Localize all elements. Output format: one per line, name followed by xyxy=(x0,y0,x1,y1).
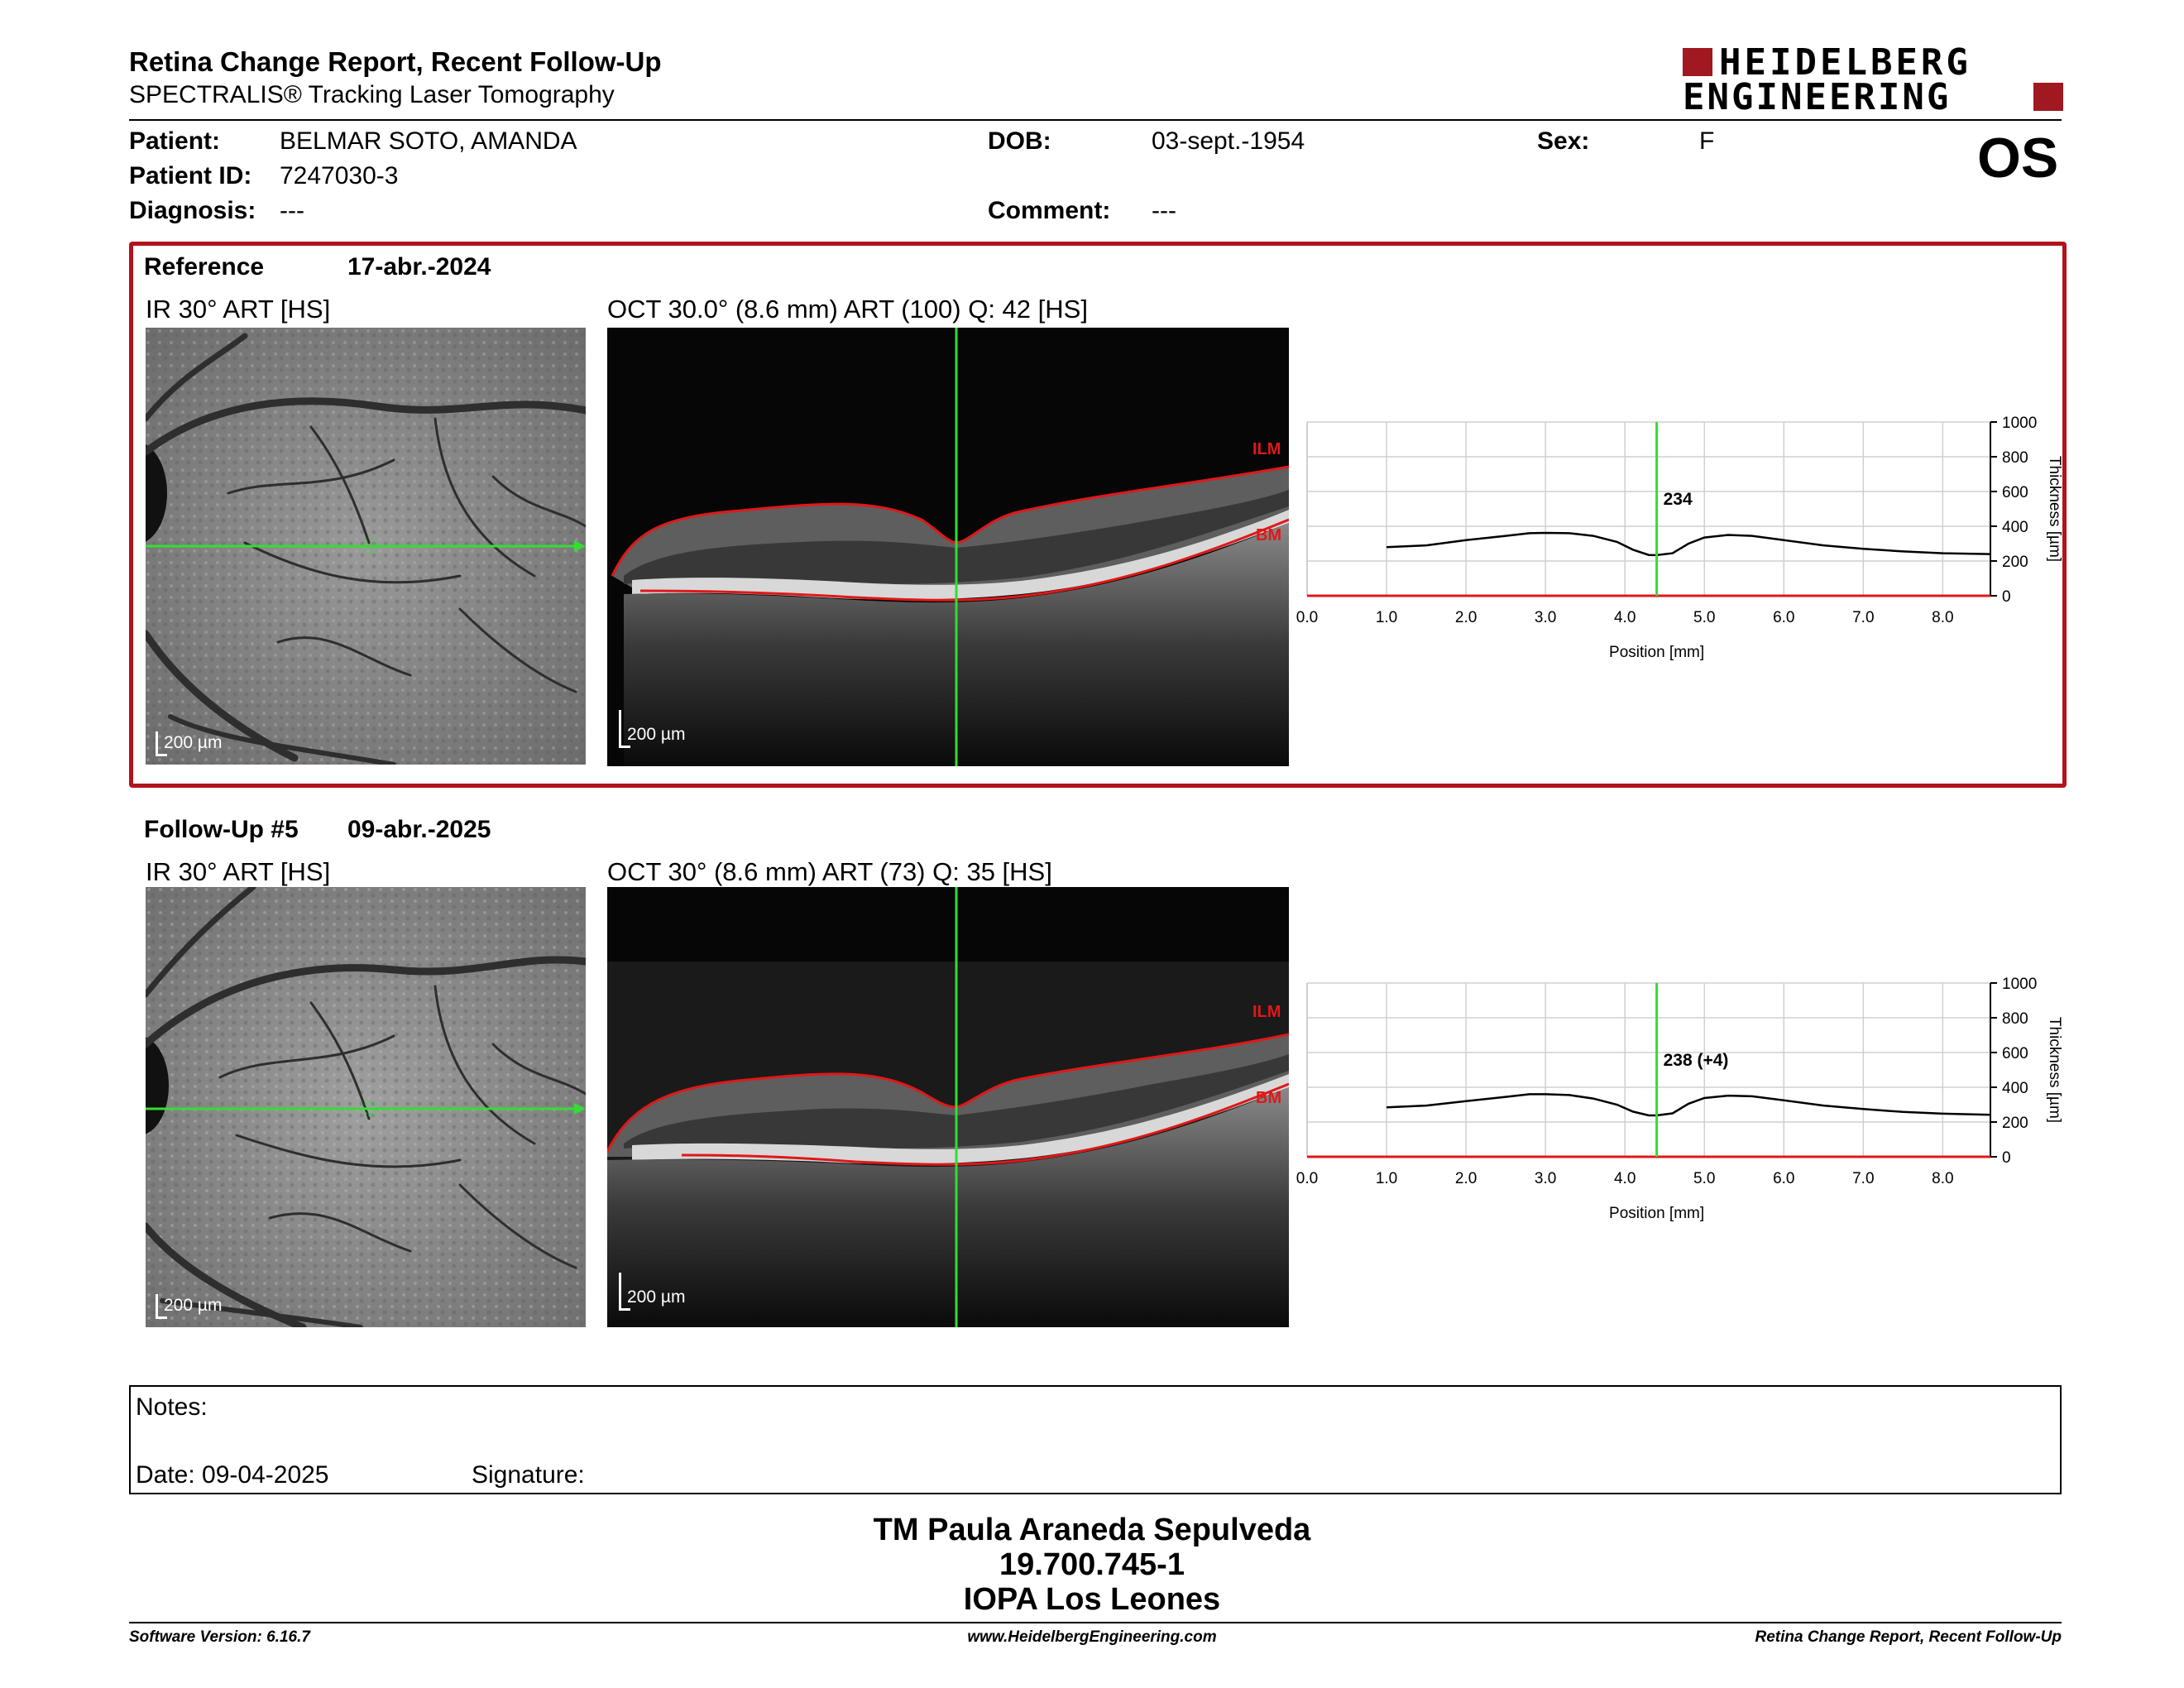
ref-ytick-label: 400 xyxy=(2002,519,2028,536)
ref-ytick-label: 200 xyxy=(2002,554,2028,571)
heidelberg-logo: HEIDELBERG ENGINEERING xyxy=(1683,41,2063,118)
signature-rut: 19.700.745-1 xyxy=(999,1547,1185,1582)
ref-xtick-label: 0.0 xyxy=(1296,609,1318,626)
fu-xtick-label: 2.0 xyxy=(1455,1170,1477,1187)
fu-ytick-label: 1000 xyxy=(2002,976,2037,993)
sex-label: Sex: xyxy=(1537,127,1590,155)
notes-box[interactable]: Notes: Date: 09-04-2025 Signature: xyxy=(129,1385,2062,1494)
fu-xtick-label: 0.0 xyxy=(1296,1170,1318,1187)
fu-ytick-label: 200 xyxy=(2002,1115,2028,1132)
logo-line1: HEIDELBERG xyxy=(1719,41,1971,84)
fu-ytick-label: 600 xyxy=(2002,1045,2028,1062)
ref-xtick-label: 1.0 xyxy=(1376,609,1397,626)
reference-bm-label: BM xyxy=(1256,526,1282,544)
ref-xtick-label: 6.0 xyxy=(1773,609,1794,626)
reference-oct-scalebar: 200 µm xyxy=(619,707,702,748)
followup-oct-image[interactable]: ILM BM 200 µm xyxy=(607,887,1289,1327)
patient-name: BELMAR SOTO, AMANDA xyxy=(280,127,577,155)
reference-thickness-chart: 0 200 400 600 800 1000 0.0 1.0 2.0 3.0 4.0 5.0 6.0 7.… xyxy=(1296,415,2063,661)
followup-bm-label: BM xyxy=(1256,1089,1282,1107)
comment-value: --- xyxy=(1152,197,1176,224)
signature-name: TM Paula Araneda Sepulveda xyxy=(873,1513,1311,1547)
ref-thickness-line xyxy=(1386,531,1991,557)
ref-marker-value: 234 xyxy=(1664,490,1693,509)
followup-oct-graphic xyxy=(607,887,1289,1327)
ref-ytick-label: 0 xyxy=(2002,588,2011,606)
followup-ir-image[interactable]: 200 µm xyxy=(146,887,586,1327)
footer-report-name: Retina Change Report, Recent Follow-Up xyxy=(1755,1628,2062,1646)
fu-xlabel: Position [mm] xyxy=(1609,1205,1704,1222)
ref-xtick-label: 5.0 xyxy=(1693,609,1715,626)
ref-xtick-label: 7.0 xyxy=(1852,609,1874,626)
logo-square-top xyxy=(1683,48,1712,76)
reference-fundus-graphic xyxy=(146,328,586,765)
ref-xlabel: Position [mm] xyxy=(1609,644,1704,661)
notes-date: Date: 09-04-2025 xyxy=(136,1461,329,1489)
followup-oct-title: OCT 30° (8.6 mm) ART (73) Q: 35 [HS] xyxy=(607,857,1052,886)
signature-institution: IOPA Los Leones xyxy=(963,1582,1221,1617)
ref-ytick-label: 600 xyxy=(2002,484,2028,501)
ref-ylabel: Thickness [µm] xyxy=(2046,456,2063,562)
followup-oct-scalebar: 200 µm xyxy=(619,1269,702,1311)
followup-fundus-graphic xyxy=(146,887,586,1327)
fu-thickness-line xyxy=(1386,1093,1991,1117)
reference-oct-graphic xyxy=(611,328,1289,766)
eye-label: OS xyxy=(1977,127,2059,189)
ref-xtick-label: 8.0 xyxy=(1932,609,1953,626)
fu-ylabel: Thickness [µm] xyxy=(2046,1017,2063,1123)
fu-xtick-label: 7.0 xyxy=(1852,1170,1874,1187)
fu-xtick-label: 8.0 xyxy=(1932,1170,1953,1187)
ref-xtick-label: 4.0 xyxy=(1614,609,1636,626)
reference-ir-scalebar: 200 µm xyxy=(156,728,238,756)
fu-ytick-label: 400 xyxy=(2002,1080,2028,1097)
signature-label: Signature: xyxy=(472,1461,585,1489)
diagnosis-value: --- xyxy=(280,197,304,224)
comment-label: Comment: xyxy=(988,197,1111,224)
reference-label: Reference xyxy=(144,253,265,281)
dob-value: 03-sept.-1954 xyxy=(1152,127,1305,155)
reference-ir-image[interactable]: 200 µm xyxy=(146,328,586,765)
reference-ilm-label: ILM xyxy=(1252,440,1281,458)
fu-xtick-label: 4.0 xyxy=(1614,1170,1636,1187)
fu-ytick-label: 800 xyxy=(2002,1010,2028,1028)
reference-oct-title: OCT 30.0° (8.6 mm) ART (100) Q: 42 [HS] xyxy=(607,295,1088,324)
reference-frame xyxy=(129,242,2067,788)
ref-ytick-label: 800 xyxy=(2002,449,2028,467)
sex-value: F xyxy=(1699,127,1715,155)
notes-label: Notes: xyxy=(136,1393,208,1421)
patient-id-label: Patient ID: xyxy=(129,162,252,189)
patient-id-value: 7247030-3 xyxy=(280,162,399,189)
logo-line2: ENGINEERING xyxy=(1683,76,1952,118)
report-subtitle: SPECTRALIS® Tracking Laser Tomography xyxy=(129,81,615,108)
ref-ytick-label: 1000 xyxy=(2002,415,2037,432)
followup-thickness-chart: 0 200 400 600 800 1000 0.0 1.0 2.0 3.0 4.0 5.0 6.0 7.… xyxy=(1296,976,2063,1222)
reference-oct-image[interactable]: ILM BM 200 µm xyxy=(607,328,1289,766)
footer-rule xyxy=(129,1622,2062,1623)
followup-ir-title: IR 30° ART [HS] xyxy=(146,857,331,886)
fu-xtick-label: 6.0 xyxy=(1773,1170,1794,1187)
footer-software-version: Software Version: 6.16.7 xyxy=(129,1628,310,1646)
header-rule xyxy=(129,119,2062,121)
ref-xtick-label: 2.0 xyxy=(1455,609,1477,626)
reference-ir-title: IR 30° ART [HS] xyxy=(146,295,331,324)
followup-date: 09-abr.-2025 xyxy=(347,816,491,843)
footer-website[interactable]: www.HeidelbergEngineering.com xyxy=(967,1628,1217,1646)
fu-xtick-label: 1.0 xyxy=(1376,1170,1397,1187)
followup-ir-scalebar: 200 µm xyxy=(156,1291,238,1319)
patient-label: Patient: xyxy=(129,127,221,155)
fu-xtick-label: 3.0 xyxy=(1535,1170,1556,1187)
dob-label: DOB: xyxy=(988,127,1051,155)
fu-ytick-label: 0 xyxy=(2002,1149,2011,1167)
fu-xtick-label: 5.0 xyxy=(1693,1170,1715,1187)
diagnosis-label: Diagnosis: xyxy=(129,197,256,224)
ref-xtick-label: 3.0 xyxy=(1535,609,1556,626)
fu-marker-value: 238 (+4) xyxy=(1664,1051,1729,1070)
reference-date: 17-abr.-2024 xyxy=(347,253,491,281)
followup-ilm-label: ILM xyxy=(1252,1003,1281,1021)
logo-square-bottom xyxy=(2033,83,2063,111)
followup-label: Follow-Up #5 xyxy=(144,816,299,843)
report-title: Retina Change Report, Recent Follow-Up xyxy=(129,46,662,77)
